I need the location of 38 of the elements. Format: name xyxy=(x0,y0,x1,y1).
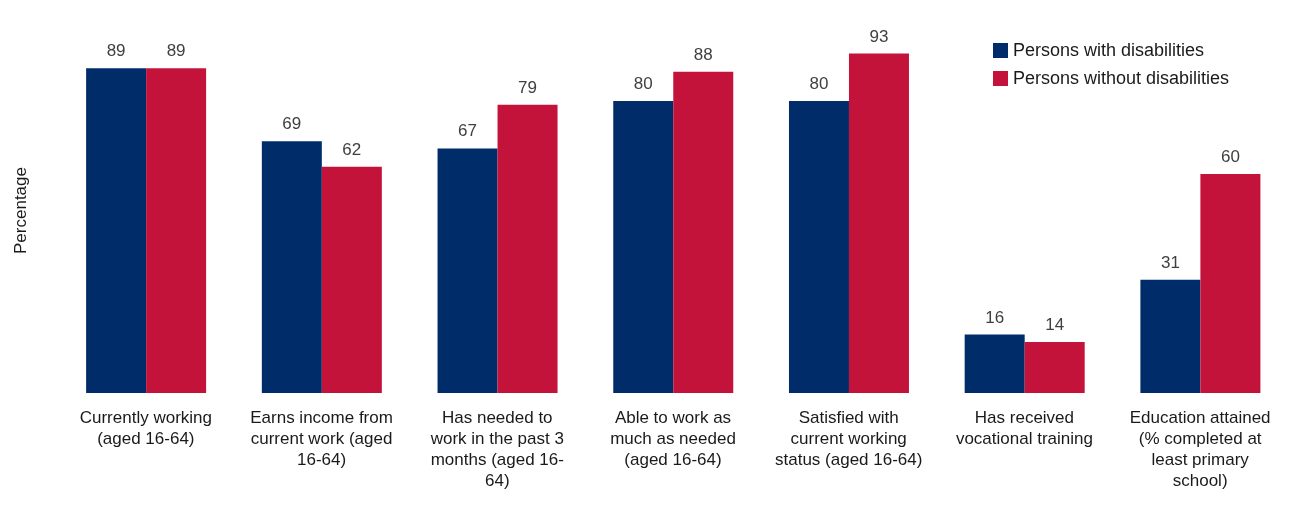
x-tick-label: Has received vocational training xyxy=(955,408,1093,448)
bar xyxy=(261,141,322,393)
bar xyxy=(1200,174,1261,393)
bar xyxy=(497,104,558,393)
data-label: 93 xyxy=(869,26,889,46)
bar xyxy=(1024,341,1085,393)
bar xyxy=(437,148,498,393)
data-label: 31 xyxy=(1160,252,1180,272)
data-label: 80 xyxy=(633,74,653,93)
data-label: 89 xyxy=(106,41,126,61)
y-axis-title: Percentage xyxy=(11,167,31,254)
data-label: 69 xyxy=(282,114,302,134)
bar xyxy=(86,68,147,393)
data-label: 88 xyxy=(693,44,713,64)
bar xyxy=(964,334,1025,393)
data-label: 89 xyxy=(166,41,186,61)
bar xyxy=(673,71,734,393)
bar xyxy=(321,166,382,393)
x-tick-label: Education attained (% completed at least primary school) xyxy=(1129,408,1271,490)
data-label: 80 xyxy=(809,74,829,93)
data-label: 16 xyxy=(985,307,1005,327)
bar xyxy=(848,53,909,393)
legend-label: Persons with disabilities xyxy=(1013,39,1205,62)
bar xyxy=(613,101,674,393)
x-tick-label: Has needed to work in the past 3 months (aged 16-64) xyxy=(429,408,564,490)
data-label: 62 xyxy=(342,139,362,159)
x-tick-label: Currently working (aged 16-64) xyxy=(79,408,212,448)
x-tick-label: Earns income from current work (aged 16-64) xyxy=(250,408,393,469)
data-label: 79 xyxy=(518,77,537,97)
bar xyxy=(1140,279,1201,393)
data-label: 60 xyxy=(1220,147,1240,166)
data-label: 67 xyxy=(458,121,477,141)
bar xyxy=(788,101,849,393)
bar xyxy=(146,68,207,393)
x-tick-label: Able to work as much as needed (aged 16-64) xyxy=(610,408,736,469)
legend-label: Persons without disabilities xyxy=(1013,67,1230,90)
data-label: 14 xyxy=(1045,314,1065,334)
x-tick-label: Satisfied with current working status (aged 16-64) xyxy=(775,408,923,469)
